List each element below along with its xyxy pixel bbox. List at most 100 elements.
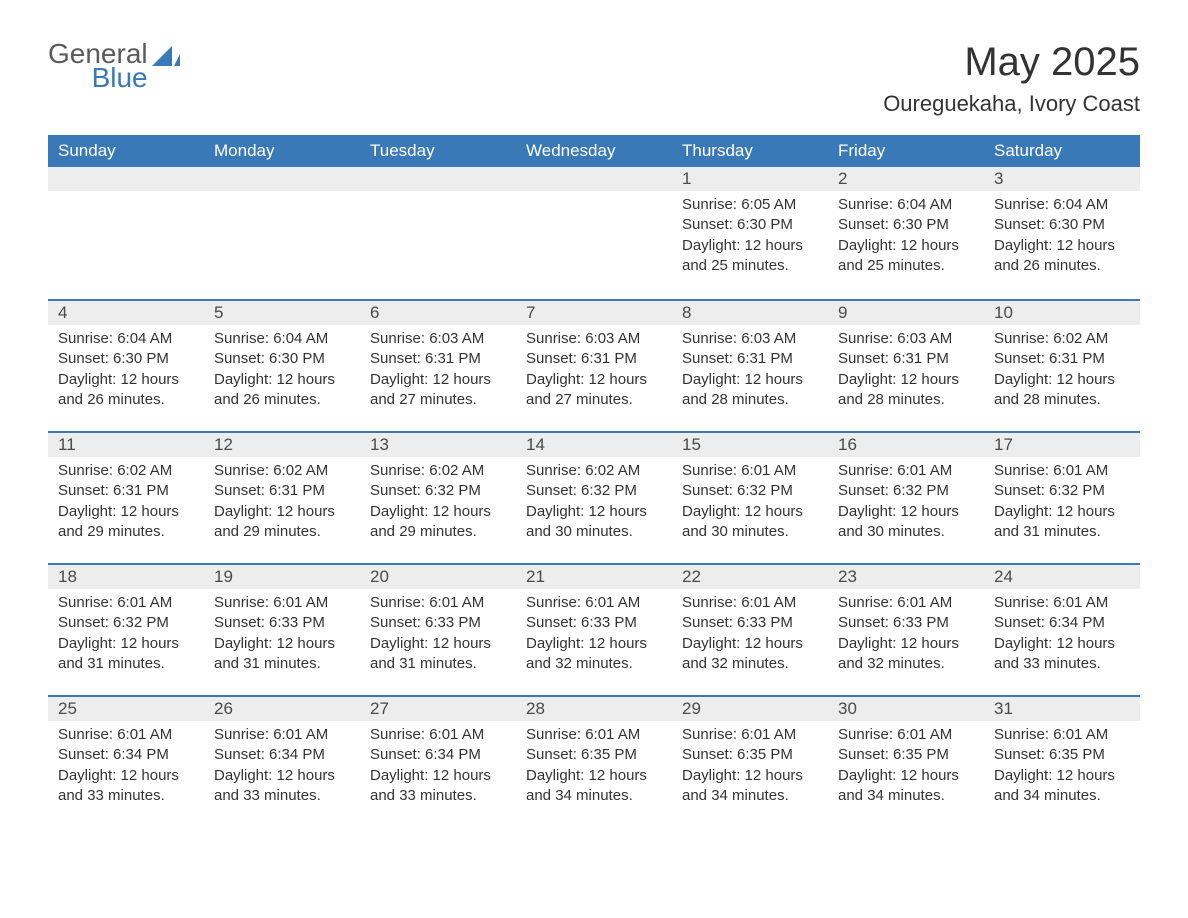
day-wrap: 19Sunrise: 6:01 AMSunset: 6:33 PMDayligh… (204, 563, 360, 695)
calendar-day-cell: 8Sunrise: 6:03 AMSunset: 6:31 PMDaylight… (672, 299, 828, 431)
sunrise-line: Sunrise: 6:01 AM (526, 593, 662, 613)
daylight-line: Daylight: 12 hours and 31 minutes. (994, 502, 1130, 543)
day-details: Sunrise: 6:01 AMSunset: 6:33 PMDaylight:… (828, 589, 984, 674)
day-header: Saturday (984, 135, 1140, 167)
day-details: Sunrise: 6:04 AMSunset: 6:30 PMDaylight:… (828, 191, 984, 276)
day-wrap: 11Sunrise: 6:02 AMSunset: 6:31 PMDayligh… (48, 431, 204, 563)
day-details: Sunrise: 6:04 AMSunset: 6:30 PMDaylight:… (984, 191, 1140, 276)
day-details: Sunrise: 6:01 AMSunset: 6:33 PMDaylight:… (672, 589, 828, 674)
day-wrap: 15Sunrise: 6:01 AMSunset: 6:32 PMDayligh… (672, 431, 828, 563)
day-details: Sunrise: 6:01 AMSunset: 6:32 PMDaylight:… (984, 457, 1140, 542)
daylight-line: Daylight: 12 hours and 28 minutes. (682, 370, 818, 411)
daylight-line: Daylight: 12 hours and 32 minutes. (838, 634, 974, 675)
day-wrap: 5Sunrise: 6:04 AMSunset: 6:30 PMDaylight… (204, 299, 360, 431)
day-details: Sunrise: 6:02 AMSunset: 6:32 PMDaylight:… (360, 457, 516, 542)
sunrise-line: Sunrise: 6:03 AM (526, 329, 662, 349)
daylight-line: Daylight: 12 hours and 31 minutes. (370, 634, 506, 675)
day-number-row: 22 (672, 563, 828, 589)
day-wrap: 6Sunrise: 6:03 AMSunset: 6:31 PMDaylight… (360, 299, 516, 431)
day-details: Sunrise: 6:02 AMSunset: 6:31 PMDaylight:… (984, 325, 1140, 410)
day-details: Sunrise: 6:04 AMSunset: 6:30 PMDaylight:… (48, 325, 204, 410)
sunset-line: Sunset: 6:30 PM (838, 215, 974, 235)
daylight-line: Daylight: 12 hours and 25 minutes. (682, 236, 818, 277)
daylight-line: Daylight: 12 hours and 26 minutes. (994, 236, 1130, 277)
sunset-line: Sunset: 6:32 PM (58, 613, 194, 633)
sunset-line: Sunset: 6:32 PM (994, 481, 1130, 501)
daylight-line: Daylight: 12 hours and 28 minutes. (994, 370, 1130, 411)
daylight-line: Daylight: 12 hours and 27 minutes. (526, 370, 662, 411)
calendar-day-cell: 27Sunrise: 6:01 AMSunset: 6:34 PMDayligh… (360, 695, 516, 827)
sunrise-line: Sunrise: 6:05 AM (682, 195, 818, 215)
day-details: Sunrise: 6:01 AMSunset: 6:34 PMDaylight:… (984, 589, 1140, 674)
day-wrap: 22Sunrise: 6:01 AMSunset: 6:33 PMDayligh… (672, 563, 828, 695)
day-details: Sunrise: 6:03 AMSunset: 6:31 PMDaylight:… (516, 325, 672, 410)
calendar-day-cell: 9Sunrise: 6:03 AMSunset: 6:31 PMDaylight… (828, 299, 984, 431)
sunset-line: Sunset: 6:30 PM (994, 215, 1130, 235)
day-header: Monday (204, 135, 360, 167)
day-header: Thursday (672, 135, 828, 167)
sunrise-line: Sunrise: 6:01 AM (58, 725, 194, 745)
page-header: General Blue May 2025 Oureguekaha, Ivory… (48, 40, 1140, 117)
day-wrap (204, 167, 360, 299)
day-wrap: 3Sunrise: 6:04 AMSunset: 6:30 PMDaylight… (984, 167, 1140, 299)
day-number-row: 4 (48, 299, 204, 325)
calendar-day-cell: 1Sunrise: 6:05 AMSunset: 6:30 PMDaylight… (672, 167, 828, 299)
sunset-line: Sunset: 6:32 PM (682, 481, 818, 501)
calendar-day-cell: 10Sunrise: 6:02 AMSunset: 6:31 PMDayligh… (984, 299, 1140, 431)
calendar-day-cell: 16Sunrise: 6:01 AMSunset: 6:32 PMDayligh… (828, 431, 984, 563)
sunrise-line: Sunrise: 6:02 AM (58, 461, 194, 481)
day-number-row: 18 (48, 563, 204, 589)
day-number-row (204, 167, 360, 191)
daylight-line: Daylight: 12 hours and 34 minutes. (994, 766, 1130, 807)
daylight-line: Daylight: 12 hours and 29 minutes. (370, 502, 506, 543)
sunset-line: Sunset: 6:31 PM (682, 349, 818, 369)
day-wrap: 31Sunrise: 6:01 AMSunset: 6:35 PMDayligh… (984, 695, 1140, 827)
day-number-row: 1 (672, 167, 828, 191)
day-number-row: 30 (828, 695, 984, 721)
day-number-row: 14 (516, 431, 672, 457)
daylight-line: Daylight: 12 hours and 28 minutes. (838, 370, 974, 411)
day-wrap: 17Sunrise: 6:01 AMSunset: 6:32 PMDayligh… (984, 431, 1140, 563)
day-wrap: 4Sunrise: 6:04 AMSunset: 6:30 PMDaylight… (48, 299, 204, 431)
sunrise-line: Sunrise: 6:01 AM (838, 593, 974, 613)
day-number-row: 12 (204, 431, 360, 457)
sunrise-line: Sunrise: 6:03 AM (838, 329, 974, 349)
day-number-row (360, 167, 516, 191)
day-details: Sunrise: 6:01 AMSunset: 6:35 PMDaylight:… (672, 721, 828, 806)
sunset-line: Sunset: 6:31 PM (214, 481, 350, 501)
day-details: Sunrise: 6:01 AMSunset: 6:32 PMDaylight:… (672, 457, 828, 542)
day-wrap: 26Sunrise: 6:01 AMSunset: 6:34 PMDayligh… (204, 695, 360, 827)
day-wrap: 10Sunrise: 6:02 AMSunset: 6:31 PMDayligh… (984, 299, 1140, 431)
day-number-row: 28 (516, 695, 672, 721)
day-wrap (516, 167, 672, 299)
sunrise-line: Sunrise: 6:01 AM (370, 593, 506, 613)
calendar-table: SundayMondayTuesdayWednesdayThursdayFrid… (48, 135, 1140, 827)
sunset-line: Sunset: 6:34 PM (214, 745, 350, 765)
sunset-line: Sunset: 6:32 PM (838, 481, 974, 501)
day-wrap: 30Sunrise: 6:01 AMSunset: 6:35 PMDayligh… (828, 695, 984, 827)
day-details: Sunrise: 6:03 AMSunset: 6:31 PMDaylight:… (828, 325, 984, 410)
daylight-line: Daylight: 12 hours and 34 minutes. (526, 766, 662, 807)
day-details: Sunrise: 6:01 AMSunset: 6:34 PMDaylight:… (204, 721, 360, 806)
day-number-row: 21 (516, 563, 672, 589)
day-number-row: 25 (48, 695, 204, 721)
day-details: Sunrise: 6:03 AMSunset: 6:31 PMDaylight:… (360, 325, 516, 410)
brand-text: General Blue (48, 40, 148, 92)
daylight-line: Daylight: 12 hours and 30 minutes. (838, 502, 974, 543)
calendar-day-cell: 28Sunrise: 6:01 AMSunset: 6:35 PMDayligh… (516, 695, 672, 827)
calendar-week-row: 18Sunrise: 6:01 AMSunset: 6:32 PMDayligh… (48, 563, 1140, 695)
sunset-line: Sunset: 6:31 PM (994, 349, 1130, 369)
calendar-week-row: 1Sunrise: 6:05 AMSunset: 6:30 PMDaylight… (48, 167, 1140, 299)
day-number-row: 10 (984, 299, 1140, 325)
sunset-line: Sunset: 6:33 PM (526, 613, 662, 633)
calendar-day-cell: 11Sunrise: 6:02 AMSunset: 6:31 PMDayligh… (48, 431, 204, 563)
calendar-day-cell: 30Sunrise: 6:01 AMSunset: 6:35 PMDayligh… (828, 695, 984, 827)
calendar-day-cell: 29Sunrise: 6:01 AMSunset: 6:35 PMDayligh… (672, 695, 828, 827)
day-number-row: 24 (984, 563, 1140, 589)
sunset-line: Sunset: 6:33 PM (214, 613, 350, 633)
calendar-week-row: 11Sunrise: 6:02 AMSunset: 6:31 PMDayligh… (48, 431, 1140, 563)
sunset-line: Sunset: 6:31 PM (526, 349, 662, 369)
sunrise-line: Sunrise: 6:03 AM (370, 329, 506, 349)
sunset-line: Sunset: 6:31 PM (370, 349, 506, 369)
day-details: Sunrise: 6:01 AMSunset: 6:32 PMDaylight:… (48, 589, 204, 674)
